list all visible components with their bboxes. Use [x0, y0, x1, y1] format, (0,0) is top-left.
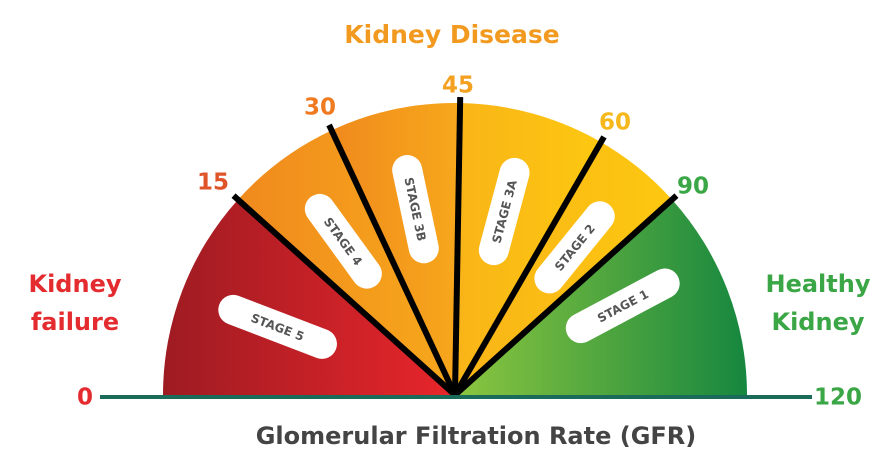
divider: [452, 193, 679, 398]
divider: [231, 193, 458, 398]
pill: [478, 157, 530, 266]
title: Kidney Disease: [344, 20, 559, 49]
gauge-segment: [455, 199, 747, 395]
gauge-segment: [331, 103, 461, 395]
tick-label: 60: [599, 110, 631, 136]
stage-pill: STAGE 3B: [392, 155, 439, 264]
tick-label: 120: [814, 385, 862, 411]
tick-label: 45: [442, 73, 474, 99]
divider: [452, 135, 607, 397]
pill: [304, 193, 382, 289]
tick-label: 30: [304, 95, 336, 121]
axis-label: Glomerular Filtration Rate (GFR): [256, 422, 697, 450]
divider: [452, 96, 464, 396]
left-label: failure: [31, 308, 119, 336]
pill: [392, 155, 439, 264]
right-label: Kidney: [771, 308, 864, 336]
gauge-segment: [163, 199, 455, 395]
left-label: Kidney: [28, 270, 121, 298]
divider: [326, 123, 458, 397]
tick-label: 90: [677, 174, 709, 200]
gauge-segment: [455, 103, 601, 396]
pill: [565, 268, 680, 344]
tick-label: 15: [197, 170, 229, 196]
tick-label: 0: [77, 385, 93, 411]
pill: [218, 294, 337, 359]
pill: [534, 201, 615, 294]
right-label: Healthy: [766, 270, 871, 298]
